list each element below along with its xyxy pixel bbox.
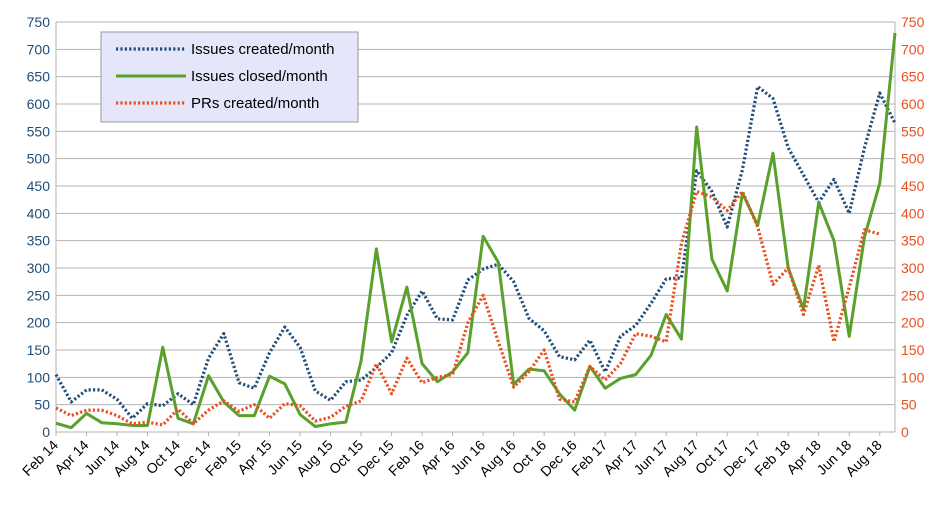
y-tick-label-right: 0	[901, 424, 909, 440]
y-tick-label-left: 400	[27, 205, 51, 221]
y-tick-label-left: 350	[27, 233, 51, 249]
y-tick-label-left: 450	[27, 178, 51, 194]
y-tick-label-right: 500	[901, 151, 925, 167]
series-line-1	[54, 84, 897, 420]
y-tick-label-right: 100	[901, 369, 925, 385]
y-tick-label-left: 250	[27, 287, 51, 303]
series-lines	[54, 32, 897, 430]
y-tick-label-right: 400	[901, 205, 925, 221]
y-tick-label-left: 750	[27, 14, 51, 30]
y-tick-label-left: 650	[27, 69, 51, 85]
y-tick-label-right: 250	[901, 287, 925, 303]
y-tick-label-left: 0	[42, 424, 50, 440]
y-tick-label-right: 150	[901, 342, 925, 358]
y-tick-label-left: 150	[27, 342, 51, 358]
y-tick-label-right: 650	[901, 69, 925, 85]
y-tick-label-left: 550	[27, 123, 51, 139]
legend-label-3: PRs created/month	[191, 95, 319, 112]
y-tick-label-right: 300	[901, 260, 925, 276]
y-tick-label-left: 200	[27, 315, 51, 331]
series-line-2	[55, 32, 897, 430]
series-line-3	[55, 189, 881, 427]
y-tick-label-right: 550	[901, 123, 925, 139]
y-tick-label-left: 600	[27, 96, 51, 112]
y-tick-label-right: 350	[901, 233, 925, 249]
y-tick-label-left: 300	[27, 260, 51, 276]
y-tick-label-left: 50	[34, 397, 50, 413]
y-tick-label-right: 700	[901, 41, 925, 57]
y-tick-label-left: 700	[27, 41, 51, 57]
y-tick-label-right: 450	[901, 178, 925, 194]
legend-label-2: Issues closed/month	[191, 68, 328, 85]
legend: Issues created/month Issues closed/month P…	[100, 31, 359, 123]
legend-label-1: Issues created/month	[191, 41, 334, 58]
y-tick-label-right: 750	[901, 14, 925, 30]
y-tick-label-right: 200	[901, 315, 925, 331]
y-tick-label-right: 50	[901, 397, 917, 413]
y-tick-label-left: 100	[27, 369, 51, 385]
y-tick-label-left: 500	[27, 151, 51, 167]
y-tick-label-right: 600	[901, 96, 925, 112]
x-tick-label: Feb 14	[19, 437, 61, 479]
